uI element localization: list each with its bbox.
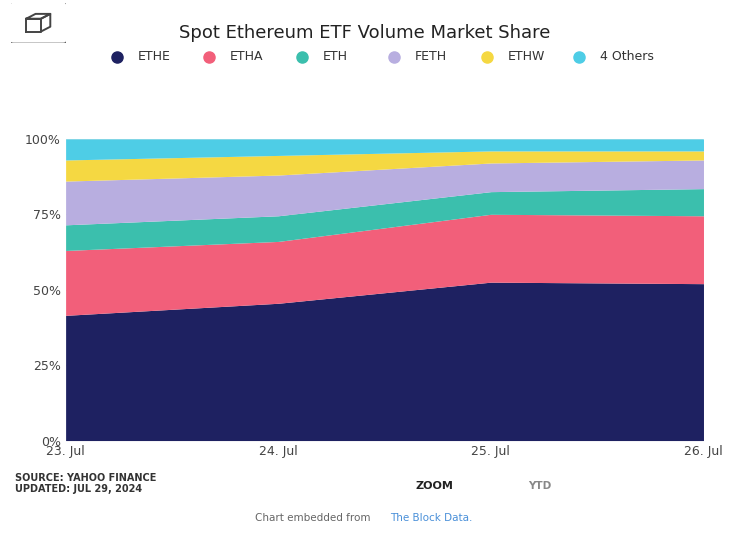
Text: YTD: YTD bbox=[528, 481, 551, 491]
Text: SOURCE: YAHOO FINANCE
UPDATED: JUL 29, 2024: SOURCE: YAHOO FINANCE UPDATED: JUL 29, 2… bbox=[15, 473, 156, 494]
Text: Chart embedded from: Chart embedded from bbox=[255, 513, 374, 523]
Text: ETH: ETH bbox=[323, 50, 348, 63]
Text: 4 Others: 4 Others bbox=[600, 50, 654, 63]
Text: ZOOM: ZOOM bbox=[416, 481, 453, 491]
Text: ETHA: ETHA bbox=[230, 50, 264, 63]
FancyBboxPatch shape bbox=[9, 2, 67, 44]
Text: ETHE: ETHE bbox=[138, 50, 171, 63]
Text: FETH: FETH bbox=[416, 50, 448, 63]
Text: Spot Ethereum ETF Volume Market Share: Spot Ethereum ETF Volume Market Share bbox=[179, 24, 550, 42]
Text: ETHW: ETHW bbox=[507, 50, 545, 63]
Text: ALL: ALL bbox=[480, 481, 502, 491]
Text: The Block Data.: The Block Data. bbox=[390, 513, 472, 523]
